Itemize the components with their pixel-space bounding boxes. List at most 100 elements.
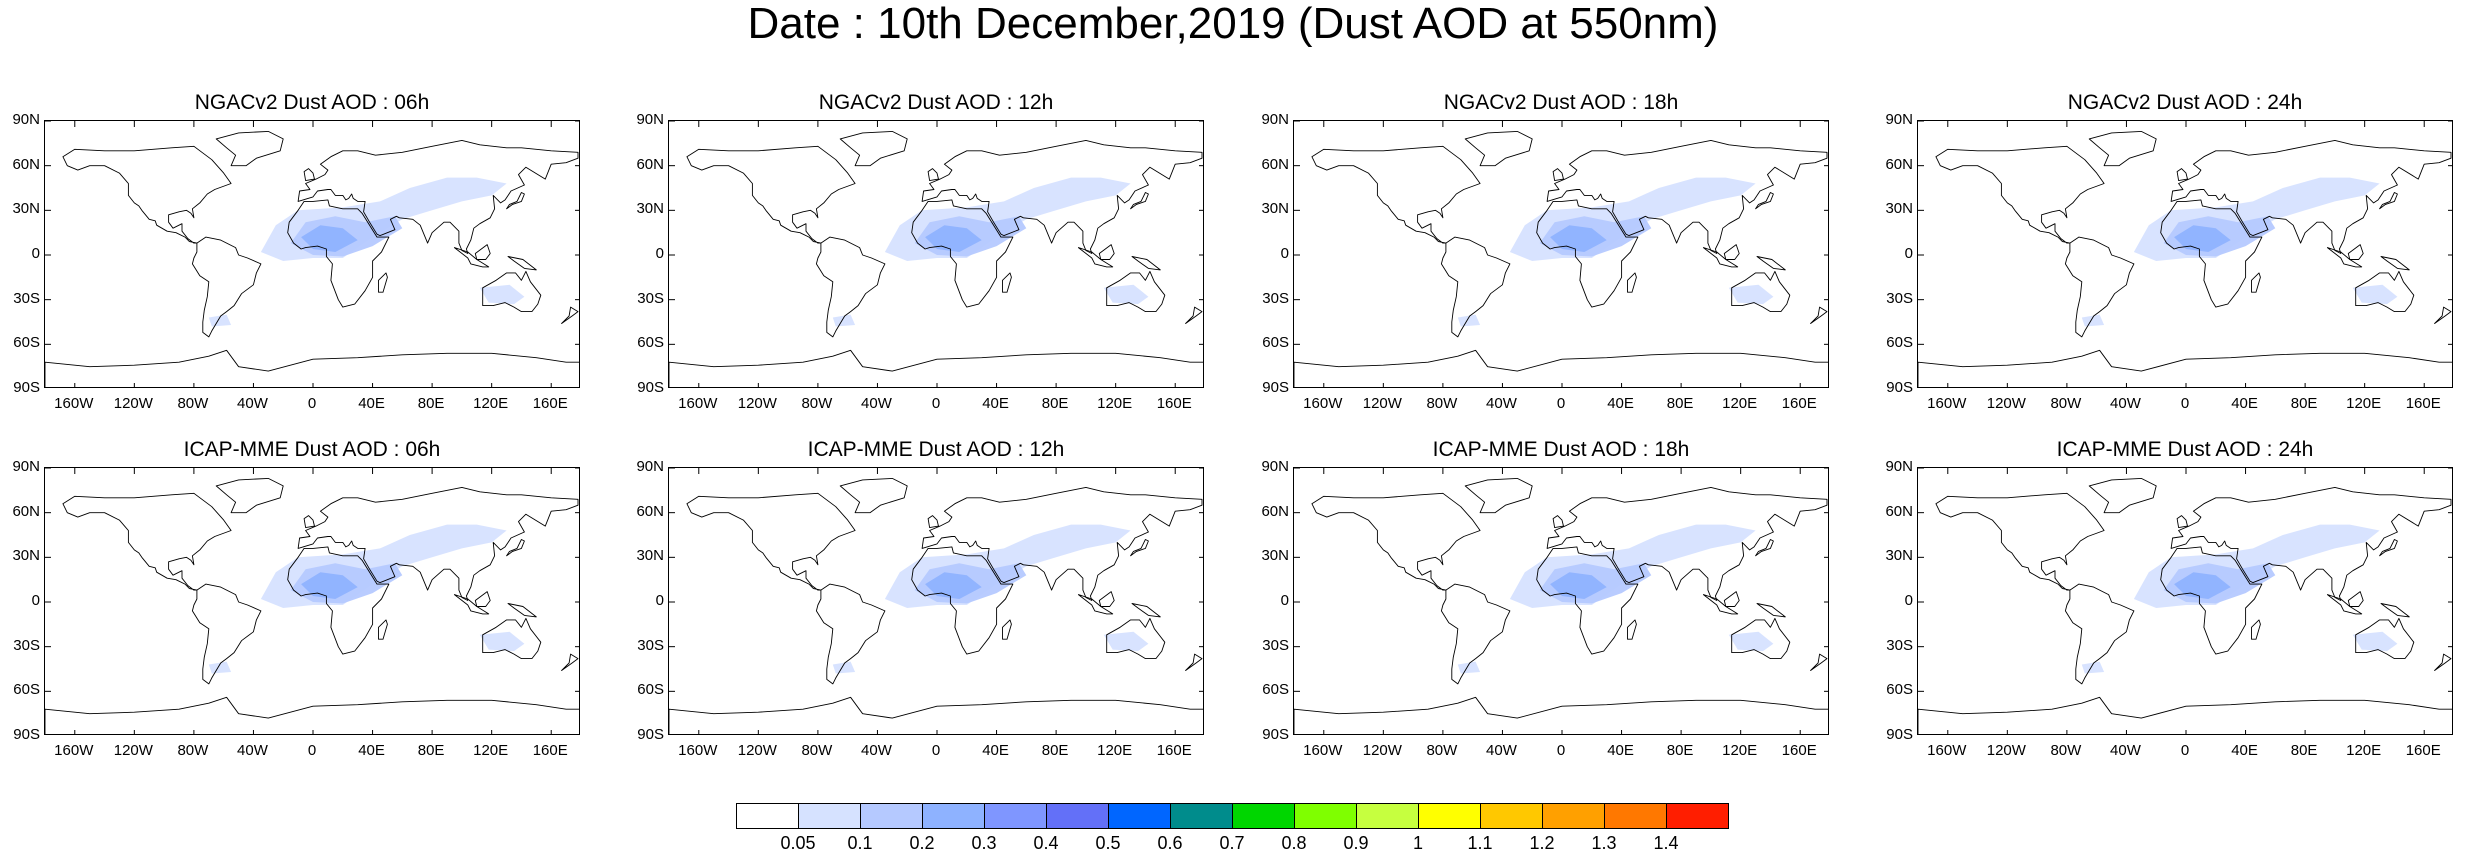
- lat-label: 60S: [13, 681, 40, 699]
- coastline-new-guinea: [2380, 603, 2410, 618]
- coastline-indonesia: [1702, 594, 1739, 615]
- coastline-madagascar: [1627, 272, 1637, 293]
- lon-label: 160W: [1927, 395, 1967, 412]
- coastline-eurasia: [1546, 486, 1828, 601]
- colorbar-swatch: [1170, 803, 1233, 829]
- coastline-africa: [2160, 199, 2263, 308]
- colorbar-swatch: [1480, 803, 1543, 829]
- map-frame: [1917, 120, 2453, 388]
- colorbar-label: 1.4: [1653, 833, 1679, 853]
- colorbar-label: 0.5: [1095, 833, 1121, 853]
- lon-label: 160W: [678, 395, 718, 412]
- coastline-indonesia: [453, 594, 490, 615]
- lat-label: 60S: [1262, 334, 1289, 352]
- coastline-japan: [506, 539, 525, 557]
- lat-label: 60N: [636, 502, 664, 520]
- coastline-north-america: [1311, 492, 1481, 591]
- lon-label: 0: [1556, 742, 1566, 759]
- lat-label: 90N: [12, 458, 40, 475]
- lat-label: 60S: [13, 334, 40, 352]
- lon-label: 80W: [1426, 742, 1458, 759]
- dust-plume: [301, 572, 358, 599]
- colorbar-swatch: [1294, 803, 1357, 829]
- coastline-south-america: [815, 236, 886, 338]
- lat-label: 90N: [1885, 458, 1913, 475]
- world-map: [669, 121, 1203, 387]
- coastline-borneo: [474, 244, 491, 260]
- lon-label: 40W: [1486, 395, 1517, 412]
- lon-label: 120W: [1986, 395, 2026, 412]
- coastline-greenland: [2088, 477, 2157, 514]
- coastline-antarctica: [45, 349, 579, 387]
- colorbar-swatch: [1108, 803, 1171, 829]
- lon-label: 40E: [1607, 395, 1634, 412]
- coastline-borneo: [2347, 591, 2364, 607]
- lon-label: 120E: [2346, 742, 2382, 759]
- lat-label: 90S: [13, 379, 40, 396]
- lat-label: 90S: [1262, 379, 1289, 396]
- dust-plume: [301, 225, 358, 252]
- lat-label: 60S: [1886, 681, 1913, 699]
- colorbar-swatch: [736, 803, 799, 829]
- colorbar-swatch: [1046, 803, 1109, 829]
- lat-label: 30N: [636, 200, 664, 218]
- coastline-greenland: [1464, 477, 1533, 514]
- colorbar-label: 0.8: [1281, 833, 1307, 853]
- lat-label: 90N: [12, 111, 40, 128]
- lon-label: 40E: [1607, 742, 1634, 759]
- coastline-new-zealand: [561, 306, 579, 324]
- coastline-australia: [2355, 270, 2415, 313]
- coastline-south-america: [2064, 236, 2135, 338]
- map-frame: [668, 120, 1204, 388]
- coastline-africa: [911, 199, 1014, 308]
- lon-label: 80W: [2050, 742, 2082, 759]
- world-map: [1918, 468, 2452, 734]
- lon-label: 160E: [1156, 395, 1192, 412]
- lon-label: 120E: [1097, 742, 1133, 759]
- lat-label: 0: [1904, 245, 1913, 262]
- lat-label: 90S: [1886, 726, 1913, 743]
- coastline-antarctica: [669, 696, 1203, 734]
- coastline-antarctica: [1294, 349, 1828, 387]
- coastline-borneo: [1098, 591, 1115, 607]
- panel-title: ICAP-MME Dust AOD : 18h: [1432, 438, 1690, 461]
- coastline-north-america: [1935, 492, 2105, 591]
- lat-label: 30N: [636, 547, 664, 565]
- colorbar-swatch: [984, 803, 1047, 829]
- lon-label: 0: [1556, 395, 1566, 412]
- dust-plume: [1103, 631, 1149, 652]
- coastline-madagascar: [2251, 619, 2261, 640]
- coastline-japan: [2379, 192, 2398, 210]
- lat-label: 90S: [1262, 726, 1289, 743]
- lat-label: 60N: [1261, 502, 1289, 520]
- lon-label: 160W: [54, 742, 94, 759]
- coastline-south-america: [1440, 236, 1511, 338]
- lon-label: 40E: [358, 395, 385, 412]
- coastline-antarctica: [1294, 696, 1828, 734]
- coastline-new-guinea: [507, 256, 537, 271]
- dust-plume: [925, 225, 982, 252]
- coastline-uk: [303, 168, 315, 182]
- colorbar-label: 0.1: [847, 833, 873, 853]
- coastline-japan: [1130, 192, 1149, 210]
- coastline-south-america: [191, 236, 262, 338]
- lon-label: 120W: [113, 742, 153, 759]
- lon-label: 0: [307, 742, 317, 759]
- lon-label: 40W: [861, 742, 892, 759]
- lon-label: 40E: [982, 742, 1009, 759]
- colorbar-label: 0.3: [971, 833, 997, 853]
- colorbar-swatch: [922, 803, 985, 829]
- lon-label: 80E: [417, 742, 445, 759]
- colorbar-swatch: [798, 803, 861, 829]
- coastline-uk: [927, 168, 939, 182]
- coastline-borneo: [2347, 244, 2364, 260]
- lat-label: 90N: [1885, 111, 1913, 128]
- lon-label: 160E: [1781, 395, 1817, 412]
- coastline-new-guinea: [1131, 256, 1161, 271]
- coastline-australia: [482, 617, 542, 660]
- coastline-australia: [1106, 270, 1166, 313]
- dust-plume: [1103, 284, 1149, 305]
- coastline-new-zealand: [561, 653, 579, 671]
- coastline-eurasia: [2170, 486, 2452, 601]
- world-map: [1294, 121, 1828, 387]
